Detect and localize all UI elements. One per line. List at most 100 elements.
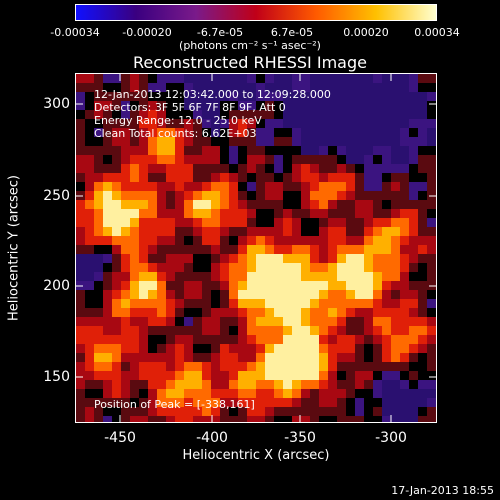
- heatmap-cell: [184, 353, 194, 363]
- heatmap-cell: [274, 92, 284, 102]
- heatmap-cell: [139, 218, 149, 228]
- heatmap-cell: [229, 119, 239, 129]
- heatmap-cell: [256, 389, 266, 399]
- heatmap-cell: [238, 398, 248, 408]
- heatmap-cell: [274, 182, 284, 192]
- heatmap-cell: [220, 371, 230, 381]
- heatmap-cell: [400, 155, 410, 165]
- heatmap-cell: [220, 119, 230, 129]
- heatmap-cell: [256, 74, 266, 84]
- x-tick-label: -400: [196, 430, 228, 446]
- heatmap-cell: [103, 155, 113, 165]
- heatmap-cell: [319, 344, 329, 354]
- heatmap-cell: [112, 236, 122, 246]
- heatmap-cell: [85, 254, 95, 264]
- heatmap-cell: [346, 344, 356, 354]
- heatmap-cell: [238, 218, 248, 228]
- heatmap-cell: [265, 389, 275, 399]
- info-time-range: 12-Jan-2013 12:03:42.000 to 12:09:28.000: [94, 88, 331, 101]
- heatmap-cell: [175, 146, 185, 156]
- heatmap-cell: [319, 182, 329, 192]
- heatmap-cell: [229, 164, 239, 174]
- heatmap-cell: [310, 137, 320, 147]
- heatmap-cell: [391, 290, 401, 300]
- heatmap-cell: [427, 407, 436, 417]
- heatmap-cell: [238, 254, 248, 264]
- heatmap-cell: [319, 119, 329, 129]
- heatmap-cell: [283, 164, 293, 174]
- heatmap-cell: [391, 272, 401, 282]
- heatmap-cell: [409, 335, 419, 345]
- heatmap-cell: [112, 254, 122, 264]
- heatmap-cell: [157, 389, 167, 399]
- heatmap-cell: [94, 299, 104, 309]
- peak-position: Position of Peak = [-338,161]: [94, 398, 255, 411]
- heatmap-cell: [355, 281, 365, 291]
- heatmap-cell: [256, 155, 266, 165]
- heatmap-cell: [310, 74, 320, 84]
- heatmap-cell: [328, 191, 338, 201]
- heatmap-cell: [265, 245, 275, 255]
- heatmap-cell: [274, 245, 284, 255]
- heatmap-cell: [85, 416, 95, 422]
- heatmap-cell: [355, 308, 365, 318]
- heatmap-cell: [274, 200, 284, 210]
- heatmap-cell: [400, 119, 410, 129]
- heatmap-cell: [94, 398, 104, 408]
- heatmap-cell: [175, 299, 185, 309]
- heatmap-cell: [418, 236, 428, 246]
- heatmap-cell: [391, 92, 401, 102]
- heatmap-cell: [85, 137, 95, 147]
- heatmap-cell: [166, 146, 176, 156]
- heatmap-cell: [157, 155, 167, 165]
- heatmap-cell: [346, 362, 356, 372]
- heatmap-cell: [364, 191, 374, 201]
- heatmap-cell: [157, 101, 167, 111]
- heatmap-cell: [238, 290, 248, 300]
- heatmap-cell: [292, 416, 302, 422]
- heatmap-cell: [166, 101, 176, 111]
- heatmap-cell: [193, 137, 203, 147]
- heatmap-cell: [265, 146, 275, 156]
- heatmap-cell: [220, 407, 230, 417]
- heatmap-cell: [256, 398, 266, 408]
- heatmap-cell: [310, 101, 320, 111]
- heatmap-cell: [265, 227, 275, 237]
- heatmap-cell: [409, 137, 419, 147]
- heatmap-cell: [319, 146, 329, 156]
- heatmap-cell: [85, 281, 95, 291]
- heatmap-cell: [418, 209, 428, 219]
- heatmap-cell: [247, 281, 257, 291]
- heatmap-cell: [418, 83, 428, 93]
- heatmap-cell: [193, 398, 203, 408]
- heatmap-cell: [409, 353, 419, 363]
- heatmap-cell: [418, 389, 428, 399]
- heatmap-cell: [202, 218, 212, 228]
- heatmap-cell: [301, 137, 311, 147]
- heatmap-cell: [94, 74, 104, 84]
- heatmap-cell: [220, 281, 230, 291]
- heatmap-cell: [166, 335, 176, 345]
- heatmap-cell: [310, 299, 320, 309]
- heatmap-cell: [328, 407, 338, 417]
- heatmap-cell: [247, 317, 257, 327]
- heatmap-cell: [391, 299, 401, 309]
- heatmap-cell: [220, 362, 230, 372]
- heatmap-cell: [409, 407, 419, 417]
- heatmap-cell: [355, 92, 365, 102]
- heatmap-cell: [256, 137, 266, 147]
- heatmap-cell: [157, 416, 167, 422]
- heatmap-cell: [400, 416, 410, 422]
- heatmap-cell: [355, 236, 365, 246]
- heatmap-cell: [328, 362, 338, 372]
- heatmap-cell: [247, 119, 257, 129]
- heatmap-cell: [265, 92, 275, 102]
- heatmap-cell: [409, 371, 419, 381]
- heatmap-cell: [319, 92, 329, 102]
- heatmap-cell: [148, 155, 158, 165]
- heatmap-cell: [130, 83, 140, 93]
- heatmap-cell: [220, 308, 230, 318]
- heatmap-cell: [184, 326, 194, 336]
- heatmap-cell: [157, 380, 167, 390]
- heatmap-cell: [229, 335, 239, 345]
